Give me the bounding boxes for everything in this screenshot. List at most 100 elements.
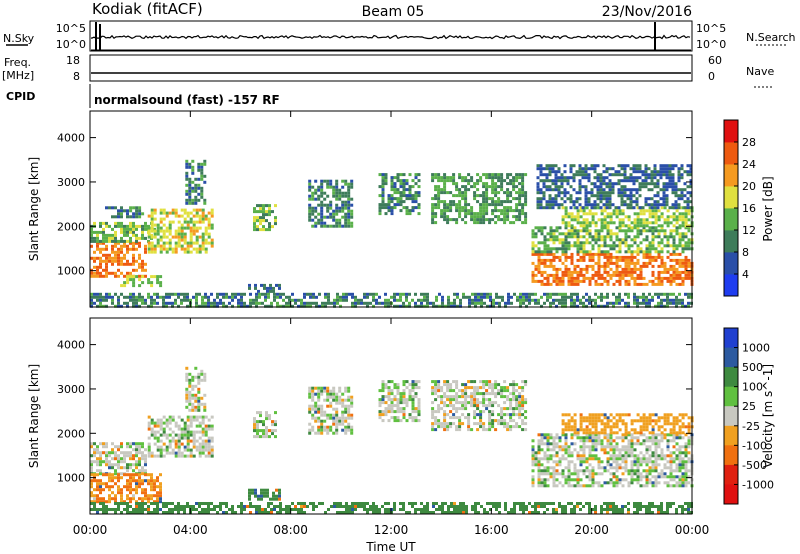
echo-cell: [476, 221, 480, 225]
echo-cell: [452, 389, 456, 393]
echo-cell: [599, 173, 603, 177]
echo-cell: [543, 241, 547, 245]
echo-cell: [117, 295, 120, 299]
echo-cell: [665, 200, 669, 204]
echo-cell: [270, 301, 273, 305]
echo-cell: [96, 239, 99, 243]
echo-cell: [396, 383, 400, 387]
echo-cell: [657, 457, 661, 461]
echo-cell: [506, 389, 510, 393]
echo-cell: [627, 261, 631, 265]
echo-cell: [540, 448, 544, 452]
echo-cell: [648, 481, 652, 485]
echo-cell: [569, 164, 573, 168]
echo-cell: [384, 301, 387, 305]
echo-cell: [584, 173, 588, 177]
echo-cell: [630, 250, 634, 254]
echo-cell: [545, 176, 549, 180]
echo-cell: [177, 232, 181, 236]
echo-cell: [303, 292, 306, 296]
echo-cell: [654, 466, 658, 470]
echo-cell: [188, 378, 192, 382]
echo-cell: [248, 491, 251, 495]
echo-cell: [612, 261, 616, 265]
echo-cell: [500, 389, 504, 393]
echo-cell: [561, 282, 565, 286]
freq-tick-bottom: 8: [73, 70, 80, 83]
echo-cell: [201, 433, 205, 437]
echo-cell: [509, 194, 513, 198]
echo-cell: [594, 279, 598, 283]
echo-cell: [495, 292, 498, 296]
echo-cell: [453, 304, 456, 308]
echo-cell: [440, 188, 444, 192]
echo-cell: [624, 469, 628, 473]
echo-cell: [156, 418, 160, 422]
echo-cell: [96, 274, 99, 278]
echo-cell: [573, 282, 577, 286]
echo-cell: [350, 431, 354, 435]
echo-cell: [411, 398, 415, 402]
echo-cell: [437, 422, 441, 426]
echo-cell: [564, 224, 568, 228]
echo-cell: [614, 173, 618, 177]
echo-cell: [603, 261, 607, 265]
echo-cell: [536, 164, 540, 168]
echo-cell: [141, 479, 144, 483]
echo-cell: [561, 273, 565, 277]
echo-cell: [135, 473, 138, 477]
echo-cell: [197, 168, 201, 172]
echo-cell: [594, 261, 598, 265]
echo-cell: [473, 182, 477, 186]
echo-cell: [323, 191, 327, 195]
echo-cell: [630, 276, 634, 280]
echo-cell: [417, 401, 421, 405]
echo-cell: [651, 460, 655, 464]
echo-cell: [636, 244, 640, 248]
echo-cell: [473, 392, 477, 396]
echo-cell: [132, 476, 135, 480]
echo-cell: [120, 247, 123, 251]
echo-cell: [551, 188, 555, 192]
echo-cell: [636, 436, 640, 440]
echo-cell: [479, 179, 483, 183]
echo-cell: [320, 413, 324, 417]
echo-cell: [482, 392, 486, 396]
echo-cell: [678, 298, 681, 302]
echo-cell: [585, 436, 589, 440]
echo-cell: [609, 221, 613, 225]
echo-cell: [648, 279, 652, 283]
echo-cell: [546, 469, 550, 473]
echo-cell: [129, 292, 132, 296]
echo-cell: [464, 215, 468, 219]
echo-cell: [198, 415, 202, 419]
echo-cell: [473, 212, 477, 216]
echo-cell: [381, 386, 385, 390]
echo-cell: [381, 200, 385, 204]
echo-cell: [387, 209, 391, 213]
echo-cell: [449, 386, 453, 390]
echo-cell: [555, 442, 559, 446]
echo-cell: [177, 292, 180, 296]
echo-cell: [431, 203, 435, 207]
echo-cell: [201, 427, 205, 431]
echo-cell: [414, 176, 418, 180]
echo-cell: [188, 189, 192, 193]
echo-cell: [111, 236, 114, 240]
echo-cell: [138, 445, 141, 449]
echo-cell: [443, 182, 447, 186]
echo-cell: [320, 215, 324, 219]
echo-cell: [443, 176, 447, 180]
echo-cell: [449, 383, 453, 387]
echo-cell: [324, 301, 327, 305]
echo-cell: [329, 206, 333, 210]
echo-cell: [485, 212, 489, 216]
echo-cell: [569, 206, 573, 210]
echo-cell: [615, 454, 619, 458]
echo-cell: [192, 436, 196, 440]
echo-cell: [192, 208, 196, 212]
echo-cell: [672, 238, 676, 242]
echo-cell: [603, 469, 607, 473]
echo-cell: [635, 197, 639, 201]
echo-cell: [93, 239, 96, 243]
